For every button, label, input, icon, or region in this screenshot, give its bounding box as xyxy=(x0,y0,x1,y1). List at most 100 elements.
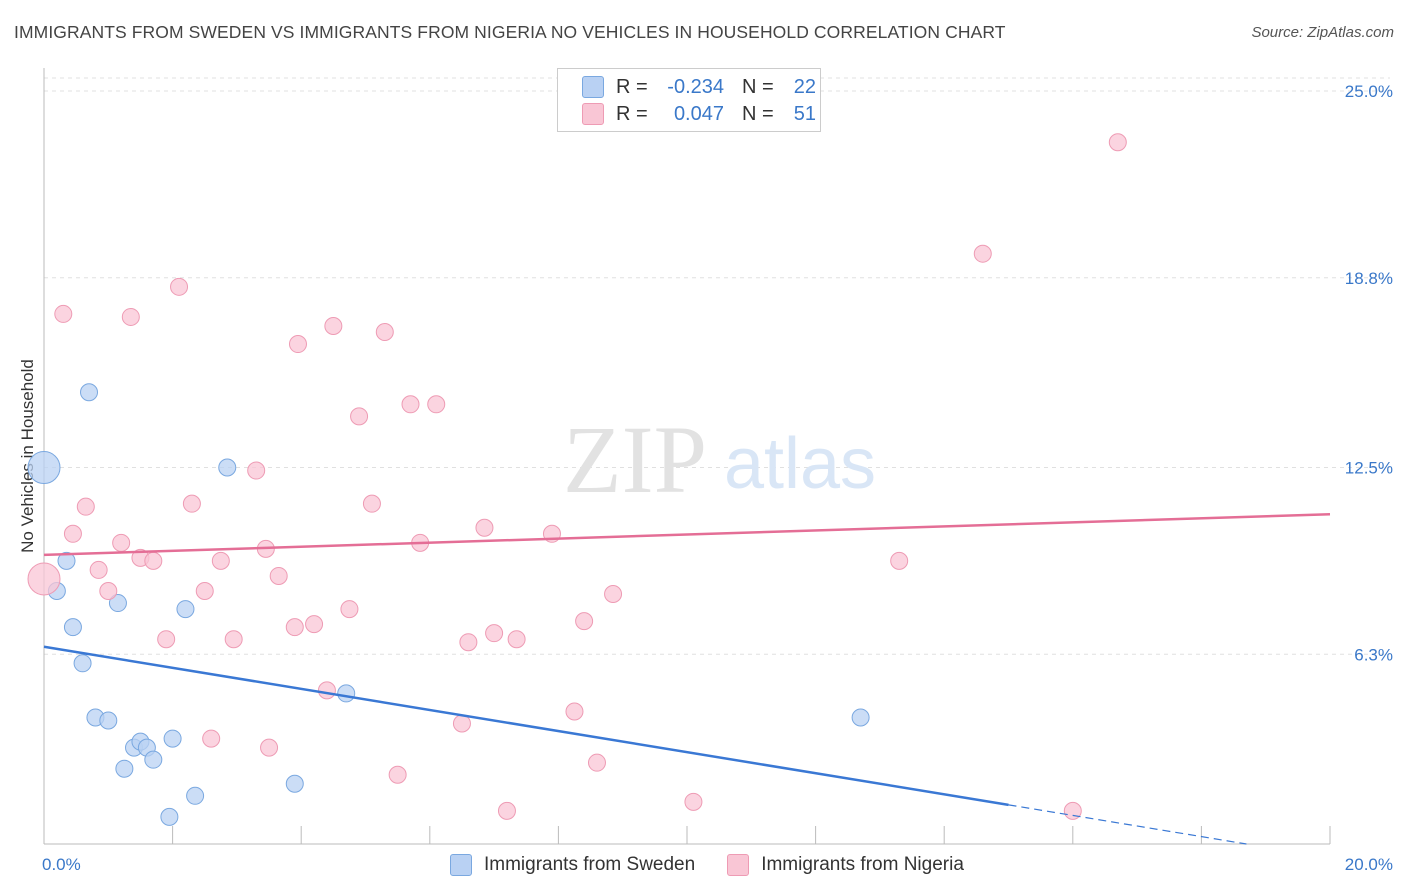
nigeria-point xyxy=(401,395,420,414)
sweden-point xyxy=(27,451,61,485)
nigeria-point xyxy=(973,244,992,263)
nigeria-point xyxy=(604,585,623,604)
nigeria-point xyxy=(76,497,95,516)
nigeria-point xyxy=(224,630,243,649)
n-label: N = xyxy=(742,75,774,98)
tick-labels: 6.3% 12.5% 18.8% 25.0% 0.0% 20.0% xyxy=(42,82,1393,874)
nigeria-point xyxy=(388,765,407,784)
nigeria-point xyxy=(247,461,266,480)
sweden-point xyxy=(115,759,134,778)
nigeria-point xyxy=(485,624,504,643)
nigeria-point xyxy=(63,524,82,543)
nigeria-point xyxy=(587,753,606,772)
data-points xyxy=(27,88,1127,826)
nigeria-legend-swatch xyxy=(727,854,750,876)
watermark-zip: ZIP xyxy=(563,406,707,513)
sweden-point xyxy=(851,708,870,727)
nigeria-point xyxy=(144,551,163,570)
nigeria-point xyxy=(575,612,594,631)
sweden-point xyxy=(57,551,76,570)
nigeria-point xyxy=(350,407,369,426)
series-legend: Immigrants from Sweden Immigrants from N… xyxy=(450,852,996,878)
legend-item-nigeria: Immigrants from Nigeria xyxy=(727,854,964,876)
nigeria-point xyxy=(285,618,304,637)
r-label: R = xyxy=(616,75,648,98)
sweden-legend-swatch xyxy=(450,854,472,876)
source-label: Source: ZipAtlas.com xyxy=(1251,24,1394,41)
nigeria-point xyxy=(375,323,394,341)
legend-row-nigeria: R = 0.047 N = 51 xyxy=(582,101,816,127)
nigeria-point xyxy=(89,560,108,579)
nigeria-point xyxy=(182,494,201,513)
nigeria-point xyxy=(1108,133,1127,152)
sweden-point xyxy=(63,618,82,637)
nigeria-point xyxy=(362,494,381,513)
nigeria-point xyxy=(317,681,336,700)
nigeria-point xyxy=(452,714,471,733)
n-value: 22 xyxy=(793,75,816,98)
sweden-trend-line xyxy=(43,645,1009,807)
y-tick-label: 6.3% xyxy=(1354,645,1393,664)
nigeria-point xyxy=(112,533,131,552)
nigeria-point xyxy=(324,316,343,335)
nigeria-point xyxy=(170,277,189,296)
nigeria-point xyxy=(157,630,176,649)
sweden-legend-label: Immigrants from Sweden xyxy=(484,854,696,875)
nigeria-point xyxy=(1063,801,1082,820)
nigeria-point xyxy=(340,600,359,619)
nigeria-point xyxy=(507,630,526,649)
correlation-legend: R = -0.234 N = 22 R = 0.047 N = 51 xyxy=(557,68,821,132)
nigeria-point xyxy=(497,801,516,820)
grid-lines xyxy=(44,77,1390,655)
nigeria-point xyxy=(288,335,307,354)
sweden-point xyxy=(99,711,118,730)
r-label: R = xyxy=(616,102,648,125)
sweden-trend-extension xyxy=(1008,804,1247,845)
legend-row-sweden: R = -0.234 N = 22 xyxy=(582,74,816,100)
nigeria-point xyxy=(27,562,61,596)
nigeria-legend-label: Immigrants from Nigeria xyxy=(761,854,964,875)
nigeria-point xyxy=(202,729,221,748)
n-value: 51 xyxy=(793,102,816,125)
sweden-point xyxy=(176,600,195,619)
sweden-point xyxy=(144,750,163,769)
nigeria-point xyxy=(684,792,703,811)
chart-title: IMMIGRANTS FROM SWEDEN VS IMMIGRANTS FRO… xyxy=(14,22,1006,42)
nigeria-point xyxy=(121,307,140,326)
sweden-point xyxy=(108,594,127,613)
x-tick-label: 20.0% xyxy=(1345,855,1393,874)
y-tick-label: 18.8% xyxy=(1345,269,1393,288)
sweden-point xyxy=(160,807,179,826)
nigeria-point xyxy=(269,566,288,585)
sweden-point xyxy=(337,684,356,703)
sweden-point xyxy=(73,654,92,673)
nigeria-point xyxy=(99,582,118,601)
y-tick-label: 12.5% xyxy=(1345,459,1393,478)
nigeria-trend-line xyxy=(43,512,1331,557)
r-value: -0.234 xyxy=(667,75,724,98)
sweden-point xyxy=(218,458,237,477)
nigeria-point xyxy=(427,395,446,414)
r-value: 0.047 xyxy=(673,102,724,125)
y-tick-label: 25.0% xyxy=(1345,82,1393,101)
nigeria-point xyxy=(195,582,214,601)
nigeria-point xyxy=(475,518,494,537)
sweden-swatch xyxy=(582,76,604,98)
nigeria-point xyxy=(211,551,230,570)
trend-lines xyxy=(43,512,1331,845)
x-tick-label: 0.0% xyxy=(42,855,81,874)
sweden-point xyxy=(163,729,182,748)
nigeria-point xyxy=(459,633,478,652)
sweden-point xyxy=(80,383,99,402)
watermark: ZIP atlas xyxy=(563,406,876,513)
sweden-point xyxy=(285,774,304,793)
watermark-atlas: atlas xyxy=(724,424,876,504)
sweden-point xyxy=(186,786,205,805)
nigeria-swatch xyxy=(582,103,604,125)
nigeria-point xyxy=(305,615,324,634)
nigeria-point xyxy=(565,702,584,721)
nigeria-point xyxy=(260,738,279,757)
legend-item-sweden: Immigrants from Sweden xyxy=(450,854,695,876)
n-label: N = xyxy=(742,102,774,125)
